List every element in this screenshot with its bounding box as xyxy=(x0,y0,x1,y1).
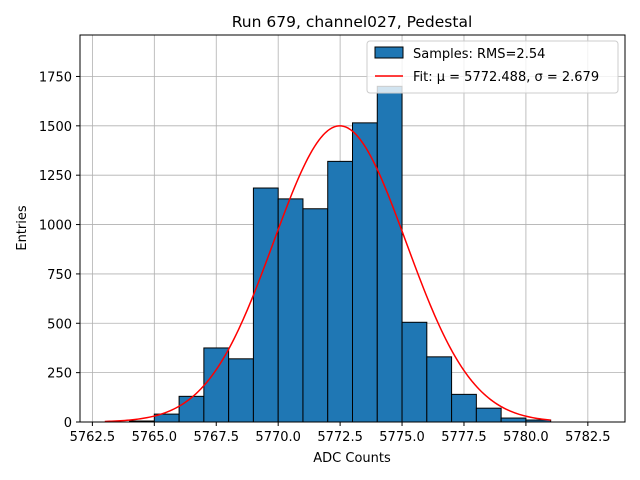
histogram-bar xyxy=(327,160,353,423)
x-tick-label: 5767.5 xyxy=(194,430,240,445)
y-tick-label: 750 xyxy=(47,268,72,283)
histogram-bar xyxy=(302,208,329,423)
y-tick-label: 0 xyxy=(64,416,72,431)
x-tick-label: 5762.5 xyxy=(70,430,116,445)
y-tick-label: 500 xyxy=(47,317,72,332)
x-tick-label: 5772.5 xyxy=(317,430,363,445)
histogram-bars xyxy=(129,85,552,423)
x-tick-label: 5777.5 xyxy=(441,430,487,445)
y-axis-ticks: 0 250 500 750 1000 1250 1500 1750 xyxy=(39,70,80,431)
histogram-bar xyxy=(475,407,502,423)
x-tick-label: 5765.0 xyxy=(132,430,178,445)
histogram-bar xyxy=(451,393,477,423)
x-tick-label: 5780.0 xyxy=(503,430,549,445)
legend-histogram-label: Samples: RMS=2.54 xyxy=(413,47,545,62)
chart-title: Run 679, channel027, Pedestal xyxy=(232,13,473,31)
histogram-bar xyxy=(426,356,453,423)
fit-curve xyxy=(104,125,551,423)
histogram-bar xyxy=(277,198,304,423)
y-tick-label: 1000 xyxy=(39,219,72,234)
histogram-bar xyxy=(228,358,254,423)
y-tick-label: 1750 xyxy=(39,70,72,85)
histogram-bar xyxy=(252,187,279,423)
histogram-bar xyxy=(203,347,230,423)
y-tick-label: 1250 xyxy=(39,169,72,184)
y-tick-label: 1500 xyxy=(39,120,72,135)
histogram-bar xyxy=(401,321,428,423)
x-tick-label: 5775.0 xyxy=(379,430,425,445)
legend: Samples: RMS=2.54 Fit: μ = 5772.488, σ =… xyxy=(366,40,619,94)
y-tick-label: 250 xyxy=(47,367,72,382)
x-axis-ticks: 5762.5 5765.0 5767.5 5770.0 5772.5 5775.0 5777… xyxy=(70,422,611,445)
histogram-bar xyxy=(352,122,378,423)
histogram-bar xyxy=(178,395,205,423)
histogram-bar xyxy=(376,85,403,423)
legend-histogram-swatch xyxy=(374,46,404,59)
x-tick-label: 5782.5 xyxy=(565,430,611,445)
x-tick-label: 5770.0 xyxy=(255,430,301,445)
y-axis-label: Entries xyxy=(15,205,30,251)
plot-frame xyxy=(79,34,626,423)
legend-box xyxy=(366,40,619,94)
x-axis-label: ADC Counts xyxy=(313,451,391,466)
legend-fit-label: Fit: μ = 5772.488, σ = 2.679 xyxy=(413,70,599,85)
histogram-bar xyxy=(500,417,527,423)
